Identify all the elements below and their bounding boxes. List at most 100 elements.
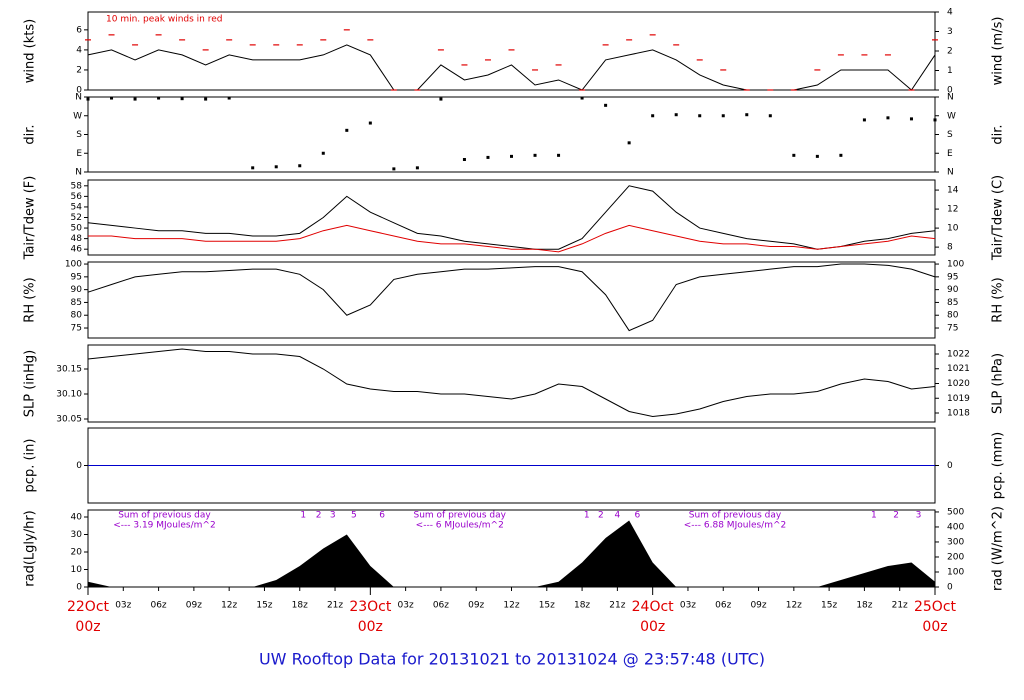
y-tick-label: 30.05 — [56, 415, 82, 425]
direction-point — [909, 117, 913, 121]
y-tick-label: 52 — [71, 213, 82, 223]
y-tick-label: 30.15 — [56, 365, 82, 375]
y-tick-label: N — [75, 168, 82, 178]
direction-point — [439, 97, 443, 101]
x-tick-label: 00z — [922, 619, 947, 635]
y2-tick-label: 0 — [947, 461, 953, 471]
direction-point — [604, 103, 608, 107]
y2-tick-label: 1021 — [947, 364, 970, 374]
direction-point — [415, 166, 419, 170]
x-tick-label: 09z — [468, 601, 484, 611]
radiation-sum: <--- 3.19 MJoules/m^2 — [113, 521, 215, 531]
hour-mark: 2 — [893, 511, 899, 521]
y2-tick-label: 3 — [947, 27, 953, 37]
hour-mark: 2 — [316, 511, 322, 521]
radiation-sum: Sum of previous day — [118, 511, 211, 521]
x-tick-label: 12z — [221, 601, 237, 611]
x-tick-label: 21z — [892, 601, 908, 611]
y-tick-label: N — [75, 93, 82, 103]
radiation-sum: <--- 6.88 MJoules/m^2 — [684, 521, 786, 531]
series-line — [88, 224, 936, 253]
y2-tick-label: 4 — [947, 8, 953, 18]
footer-title: UW Rooftop Data for 20131021 to 20131024… — [259, 650, 765, 669]
direction-point — [274, 165, 278, 169]
hour-mark: 5 — [351, 511, 357, 521]
y2-tick-label: 0 — [947, 86, 953, 96]
y2-tick-label: N — [947, 168, 954, 178]
x-tick-label: 18z — [292, 601, 308, 611]
y-tick-label: 46 — [71, 245, 83, 255]
y2-tick-label: 95 — [947, 272, 958, 282]
y-axis-label: dir. — [23, 124, 38, 144]
day-label: 25Oct — [914, 599, 957, 615]
series-line — [87, 348, 936, 418]
y-tick-label: 0 — [76, 461, 82, 471]
y-tick-label: 58 — [71, 181, 83, 191]
direction-point — [839, 153, 843, 157]
y2-tick-label: 1020 — [947, 379, 970, 389]
direction-point — [627, 141, 631, 145]
x-tick-label: 12z — [786, 601, 802, 611]
direction-point — [745, 113, 749, 117]
radiation-area — [88, 520, 935, 587]
y-tick-label: W — [73, 111, 82, 121]
x-tick-label: 00z — [640, 619, 665, 635]
y2-tick-label: E — [947, 149, 953, 159]
panel-frame — [87, 179, 936, 256]
x-tick-label: 06z — [433, 601, 449, 611]
hour-mark: 2 — [598, 511, 604, 521]
y2-tick-label: 85 — [947, 298, 958, 308]
y-tick-label: 40 — [71, 513, 83, 523]
direction-point — [251, 166, 255, 170]
direction-point — [227, 96, 231, 100]
direction-point — [933, 118, 937, 122]
annotation: 10 min. peak winds in red — [106, 15, 223, 25]
x-tick-label: 00z — [358, 619, 383, 635]
y-tick-label: 75 — [71, 324, 82, 334]
y2-tick-label: 80 — [947, 311, 959, 321]
y-tick-label: 20 — [71, 548, 83, 558]
y2-tick-label: 0 — [947, 583, 953, 593]
direction-point — [792, 153, 796, 157]
y2-tick-label: 100 — [947, 567, 964, 577]
x-tick-label: 15z — [821, 601, 837, 611]
x-tick-label: 03z — [398, 601, 414, 611]
y-tick-label: 85 — [71, 298, 82, 308]
y2-tick-label: 75 — [947, 324, 958, 334]
y2-axis-label: rad (W/m^2) — [991, 506, 1006, 591]
y2-tick-label: 14 — [947, 186, 959, 196]
y-axis-label: wind (kts) — [23, 19, 38, 83]
direction-point — [486, 155, 490, 159]
x-tick-label: 21z — [609, 601, 625, 611]
y-tick-label: 4 — [76, 45, 82, 55]
hour-mark: 3 — [330, 511, 336, 521]
day-label: 22Oct — [67, 599, 110, 615]
direction-point — [815, 154, 819, 158]
hour-mark: 6 — [635, 511, 641, 521]
hour-mark: 1 — [871, 511, 877, 521]
y-tick-label: E — [76, 149, 82, 159]
y2-tick-label: 12 — [947, 205, 958, 215]
y-tick-label: 48 — [71, 234, 83, 244]
direction-point — [204, 97, 208, 101]
x-tick-label: 15z — [256, 601, 272, 611]
x-tick-label: 06z — [150, 601, 166, 611]
direction-point — [86, 97, 90, 101]
direction-point — [886, 116, 890, 120]
direction-point — [768, 114, 772, 118]
y2-tick-label: W — [947, 111, 956, 121]
direction-point — [580, 96, 584, 100]
x-tick-label: 15z — [539, 601, 555, 611]
direction-point — [510, 154, 513, 158]
y2-tick-label: 500 — [947, 507, 964, 517]
direction-point — [133, 97, 137, 101]
hour-mark: 1 — [300, 511, 306, 521]
series-line — [87, 185, 936, 250]
x-tick-label: 12z — [503, 601, 519, 611]
y-axis-label: Tair/Tdew (F) — [23, 176, 38, 261]
day-label: 23Oct — [349, 599, 392, 615]
y-axis-label: RH (%) — [23, 277, 38, 322]
y-tick-label: S — [76, 130, 82, 140]
direction-point — [721, 114, 725, 118]
